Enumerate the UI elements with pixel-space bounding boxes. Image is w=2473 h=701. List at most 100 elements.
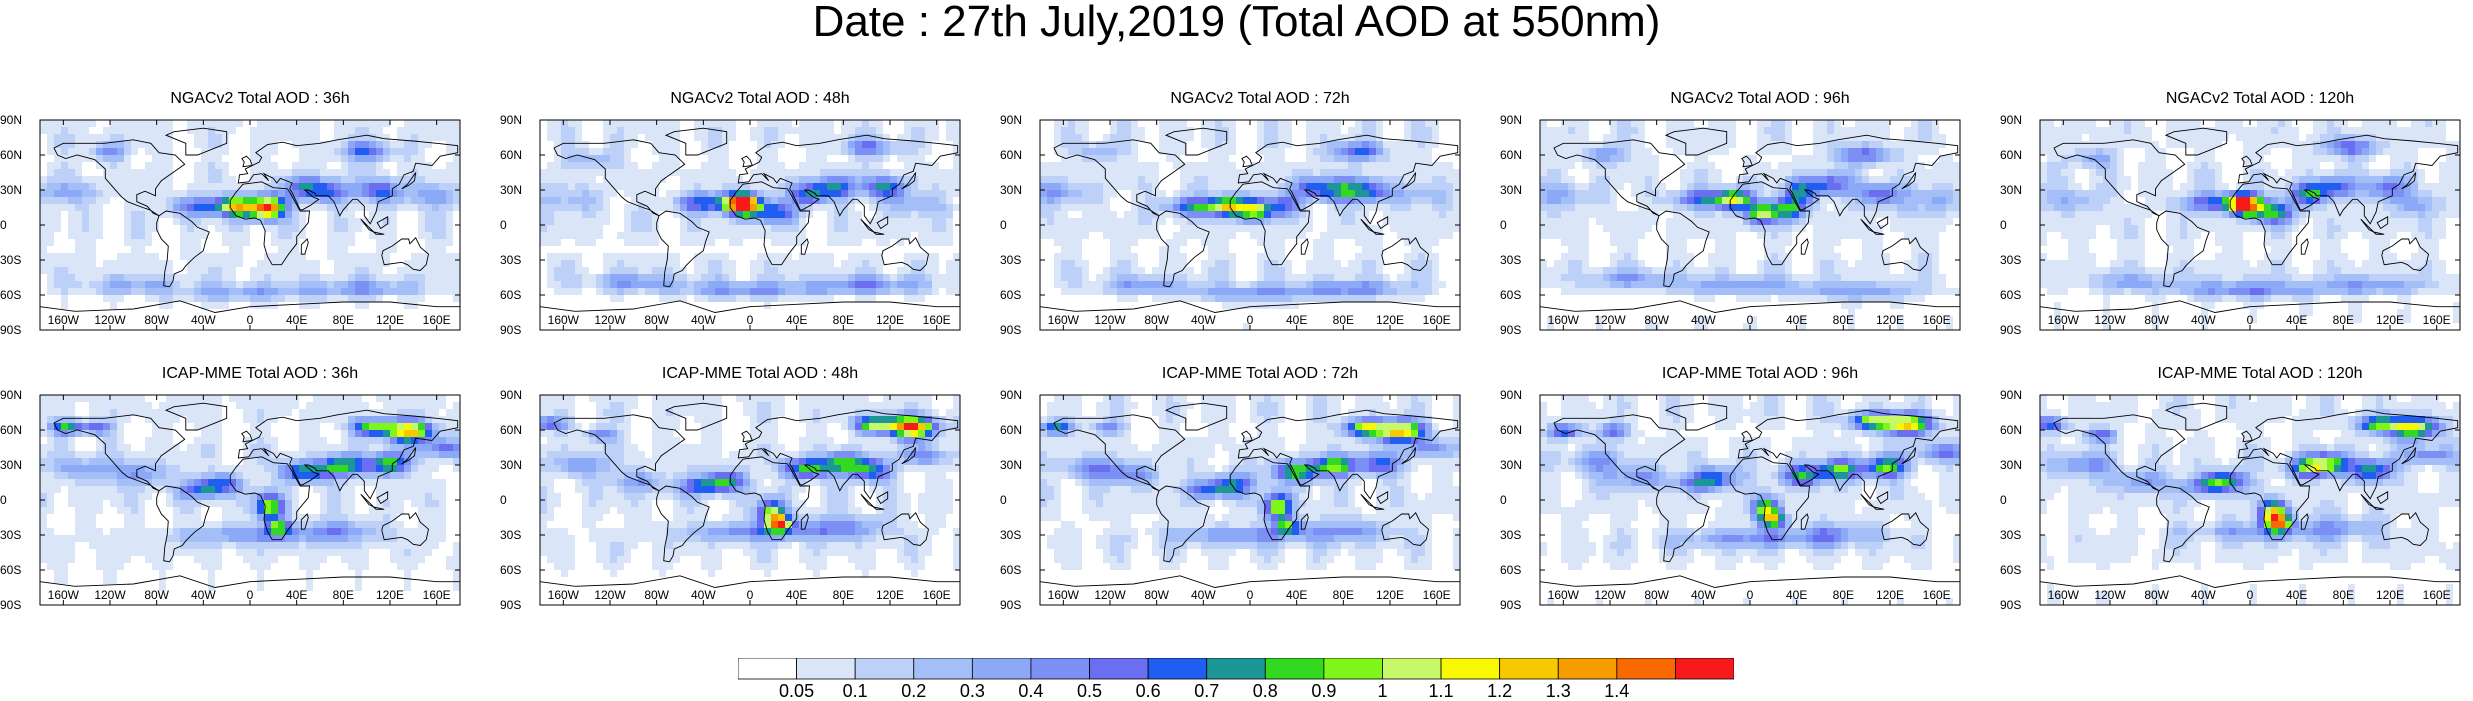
coastline bbox=[1300, 513, 1309, 530]
coastline bbox=[729, 456, 810, 541]
lon-label: 120W bbox=[1094, 588, 1126, 602]
lon-label: 40E bbox=[285, 313, 308, 327]
lon-label: 160W bbox=[1047, 313, 1079, 327]
lat-label: 0 bbox=[1500, 493, 1507, 507]
coastline bbox=[2376, 491, 2389, 505]
coastline bbox=[229, 181, 310, 266]
lon-label: 40W bbox=[1690, 313, 1716, 327]
coastline bbox=[1300, 238, 1309, 255]
lat-label: 30S bbox=[2000, 528, 2022, 542]
lon-label: 80E bbox=[332, 588, 354, 602]
colorbar-label: 1.1 bbox=[1428, 681, 1454, 701]
lon-label: 80W bbox=[1644, 588, 1669, 602]
lon-label: 160E bbox=[922, 313, 951, 327]
coastline bbox=[656, 485, 710, 563]
lat-label: 90N bbox=[1500, 113, 1523, 127]
lon-label: 40E bbox=[2285, 588, 2308, 602]
coastline bbox=[2360, 218, 2375, 233]
lon-label: 120W bbox=[1594, 588, 1626, 602]
lon-label: 120E bbox=[875, 313, 905, 327]
colorbar-box bbox=[971, 658, 1032, 680]
colorbar-bar bbox=[738, 658, 1734, 680]
lon-label: 0 bbox=[246, 313, 254, 327]
colorbar-label: 1.3 bbox=[1545, 681, 1571, 701]
aod-field bbox=[1540, 395, 1960, 605]
lon-label: 40W bbox=[2190, 313, 2216, 327]
lon-label: 160W bbox=[47, 313, 79, 327]
coastline bbox=[2381, 237, 2429, 271]
coastline bbox=[381, 237, 429, 271]
coastline bbox=[741, 430, 753, 443]
lat-label: 60N bbox=[2000, 148, 2023, 162]
coastline bbox=[872, 231, 885, 235]
lat-label: 60N bbox=[1000, 148, 1023, 162]
coastline bbox=[1376, 216, 1389, 230]
lat-label: 30N bbox=[1000, 183, 1023, 197]
lat-label: 30S bbox=[2000, 253, 2022, 267]
coastline bbox=[1729, 456, 1810, 541]
coastline bbox=[2164, 402, 2228, 431]
coastline bbox=[901, 172, 917, 190]
coastline bbox=[2241, 155, 2253, 168]
lat-label: 30N bbox=[500, 183, 523, 197]
coastline bbox=[2229, 456, 2310, 541]
lat-label: 30S bbox=[1000, 253, 1022, 267]
coastline bbox=[1876, 216, 1889, 230]
lat-label: 0 bbox=[500, 493, 507, 507]
coastline bbox=[1876, 491, 1889, 505]
coastline bbox=[664, 402, 728, 431]
lon-label: 120E bbox=[1375, 588, 1405, 602]
lat-label: 30N bbox=[0, 458, 23, 472]
coastline bbox=[2360, 493, 2375, 508]
colorbar-box bbox=[1264, 658, 1325, 680]
panel-title: NGACv2 Total AOD : 36h bbox=[170, 90, 350, 107]
lon-label: 40E bbox=[1785, 313, 1808, 327]
lon-label: 80W bbox=[144, 588, 169, 602]
coastline bbox=[1376, 491, 1389, 505]
lon-label: 160E bbox=[1422, 588, 1451, 602]
lat-label: 30N bbox=[500, 458, 523, 472]
lon-label: 80W bbox=[1144, 588, 1169, 602]
coastline bbox=[2372, 506, 2385, 510]
lat-label: 90N bbox=[2000, 388, 2023, 402]
map-panel: ICAP-MME Total AOD : 96h 90N 60N 30N 0 30S 60S… bbox=[1500, 365, 1961, 611]
coastline bbox=[1381, 237, 1429, 271]
lat-label: 60S bbox=[0, 288, 22, 302]
coastline bbox=[860, 218, 875, 233]
lat-label: 90N bbox=[1000, 113, 1023, 127]
lat-label: 60S bbox=[0, 563, 22, 577]
lon-label: 120W bbox=[2094, 313, 2126, 327]
lon-label: 40W bbox=[2190, 588, 2216, 602]
lat-label: 60S bbox=[500, 563, 522, 577]
lat-label: 90S bbox=[1500, 323, 1522, 337]
colorbar-box bbox=[1382, 658, 1442, 680]
lon-label: 160E bbox=[1922, 313, 1951, 327]
map-plot bbox=[1539, 119, 1961, 331]
colorbar-label: 0.9 bbox=[1311, 681, 1337, 701]
lon-label: 80W bbox=[644, 588, 669, 602]
coastline bbox=[1741, 155, 1753, 168]
lat-label: 30S bbox=[0, 253, 22, 267]
coastline bbox=[1156, 485, 1210, 563]
coastline bbox=[1229, 181, 1310, 266]
lon-label: 80E bbox=[1332, 313, 1354, 327]
coastline bbox=[872, 506, 885, 510]
lon-label: 120E bbox=[1375, 313, 1405, 327]
lon-label: 120E bbox=[875, 588, 905, 602]
coastline bbox=[1872, 506, 1885, 510]
coastline bbox=[2156, 485, 2210, 563]
colorbar-box bbox=[1440, 658, 1501, 680]
lat-label: 30S bbox=[500, 253, 522, 267]
coastline bbox=[164, 127, 228, 156]
coastline bbox=[2229, 181, 2310, 266]
lat-label: 90N bbox=[500, 388, 523, 402]
figure-title: Date : 27th July,2019 (Total AOD at 550n… bbox=[812, 0, 1661, 46]
map-panel: NGACv2 Total AOD : 36h 90N 60N 30N 0 30S 60S 90… bbox=[0, 90, 461, 336]
lon-label: 0 bbox=[2246, 588, 2254, 602]
coastline bbox=[1656, 485, 1710, 563]
colorbar-box bbox=[913, 658, 973, 680]
map-plot bbox=[39, 119, 461, 331]
lat-label: 30S bbox=[500, 528, 522, 542]
coastline bbox=[372, 231, 385, 235]
coastline bbox=[1881, 512, 1929, 546]
